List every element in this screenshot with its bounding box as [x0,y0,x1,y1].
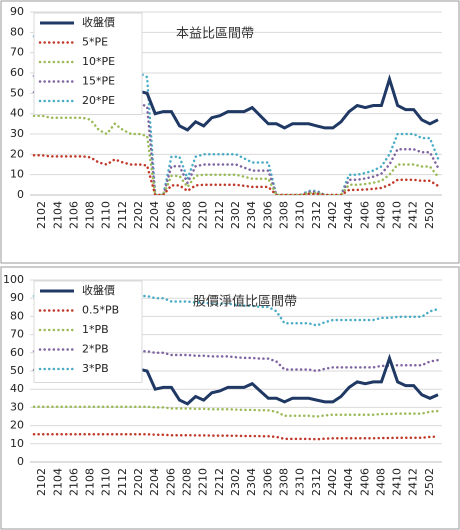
x-tick-label: 2112 [116,201,129,229]
legend-label: 5*PE [82,36,108,49]
x-tick-label: 2206 [164,201,177,229]
series-line [32,294,440,327]
x-tick-label: 2312 [310,468,323,496]
x-tick-label: 2306 [261,468,274,496]
x-tick-label: 2204 [148,201,161,229]
x-tick-label: 2102 [35,201,48,229]
x-tick-label: 2308 [277,468,290,496]
x-tick-label: 2410 [391,201,404,229]
legend-label: 10*PE [82,55,115,68]
x-tick-label: 2406 [358,201,371,229]
series-line [32,114,440,195]
x-tick-label: 2408 [374,201,387,229]
x-tick-label: 2412 [407,201,420,229]
x-tick-label: 2110 [100,201,113,229]
series-line [32,154,440,195]
x-tick-label: 2104 [51,201,64,229]
x-tick-label: 2410 [391,468,404,496]
x-tick-label: 2304 [245,468,258,496]
legend-box [33,280,143,383]
x-tick-label: 2102 [35,468,48,496]
legend-label: 3*PB [82,362,109,375]
y-tick-label: 10 [10,168,24,181]
y-tick-label: 70 [10,46,24,59]
y-tick-label: 10 [10,437,24,450]
x-tick-label: 2402 [326,201,339,229]
y-tick-label: 90 [10,5,24,18]
y-tick-label: 60 [10,66,24,79]
x-tick-label: 2206 [164,468,177,496]
x-tick-label: 2310 [294,201,307,229]
y-tick-label: 70 [10,328,24,341]
y-tick-label: 80 [10,309,24,322]
x-tick-label: 2202 [132,201,145,229]
series-line [32,35,440,195]
x-tick-label: 2112 [116,468,129,496]
series-line [32,405,440,418]
y-tick-label: 40 [10,107,24,120]
legend-label: 0.5*PB [82,304,119,317]
x-tick-label: 2104 [51,468,64,496]
x-tick-label: 2412 [407,468,420,496]
x-tick-label: 2210 [197,201,210,229]
x-tick-label: 2106 [67,201,80,229]
x-tick-label: 2502 [423,201,436,229]
y-tick-label: 60 [10,346,24,359]
x-tick-label: 2306 [261,201,274,229]
y-tick-label: 80 [10,25,24,38]
x-tick-label: 2208 [181,468,194,496]
legend-label: 20*PE [82,94,115,107]
y-tick-label: 30 [10,400,24,413]
x-tick-label: 2408 [374,468,387,496]
y-tick-label: 30 [10,127,24,140]
x-tick-label: 2404 [342,468,355,496]
x-tick-label: 2302 [229,468,242,496]
x-tick-label: 2406 [358,468,371,496]
legend-box [33,12,143,115]
x-tick-label: 2302 [229,201,242,229]
x-tick-label: 2310 [294,468,307,496]
y-tick-label: 0 [17,188,24,201]
legend-label: 2*PB [82,343,109,356]
series-line [32,433,440,441]
x-tick-label: 2108 [84,468,97,496]
x-tick-label: 2402 [326,468,339,496]
x-tick-label: 2404 [342,201,355,229]
legend-label: 1*PB [82,323,109,336]
x-tick-label: 2502 [423,468,436,496]
y-tick-label: 0 [17,455,24,468]
y-tick-label: 100 [3,273,24,286]
legend-label: 15*PE [82,75,115,88]
chart-title: 本益比區間帶 [176,27,254,42]
x-tick-label: 2202 [132,468,145,496]
x-tick-label: 2212 [213,201,226,229]
x-tick-label: 2106 [67,468,80,496]
y-tick-label: 20 [10,419,24,432]
y-tick-label: 90 [10,291,24,304]
y-tick-label: 50 [10,86,24,99]
y-tick-label: 20 [10,147,24,160]
chart-title: 股價淨值比區間帶 [193,294,297,310]
x-tick-label: 2312 [310,201,323,229]
x-tick-label: 2210 [197,468,210,496]
y-tick-label: 40 [10,382,24,395]
x-tick-label: 2204 [148,468,161,496]
legend-label: 收盤價 [82,15,115,29]
y-tick-label: 50 [10,364,24,377]
x-tick-label: 2212 [213,468,226,496]
x-tick-label: 2308 [277,201,290,229]
x-tick-label: 2108 [84,201,97,229]
series-line [32,350,440,373]
x-tick-label: 2304 [245,201,258,229]
legend-label: 收盤價 [82,283,115,297]
x-tick-label: 2208 [181,201,194,229]
x-tick-label: 2110 [100,468,113,496]
